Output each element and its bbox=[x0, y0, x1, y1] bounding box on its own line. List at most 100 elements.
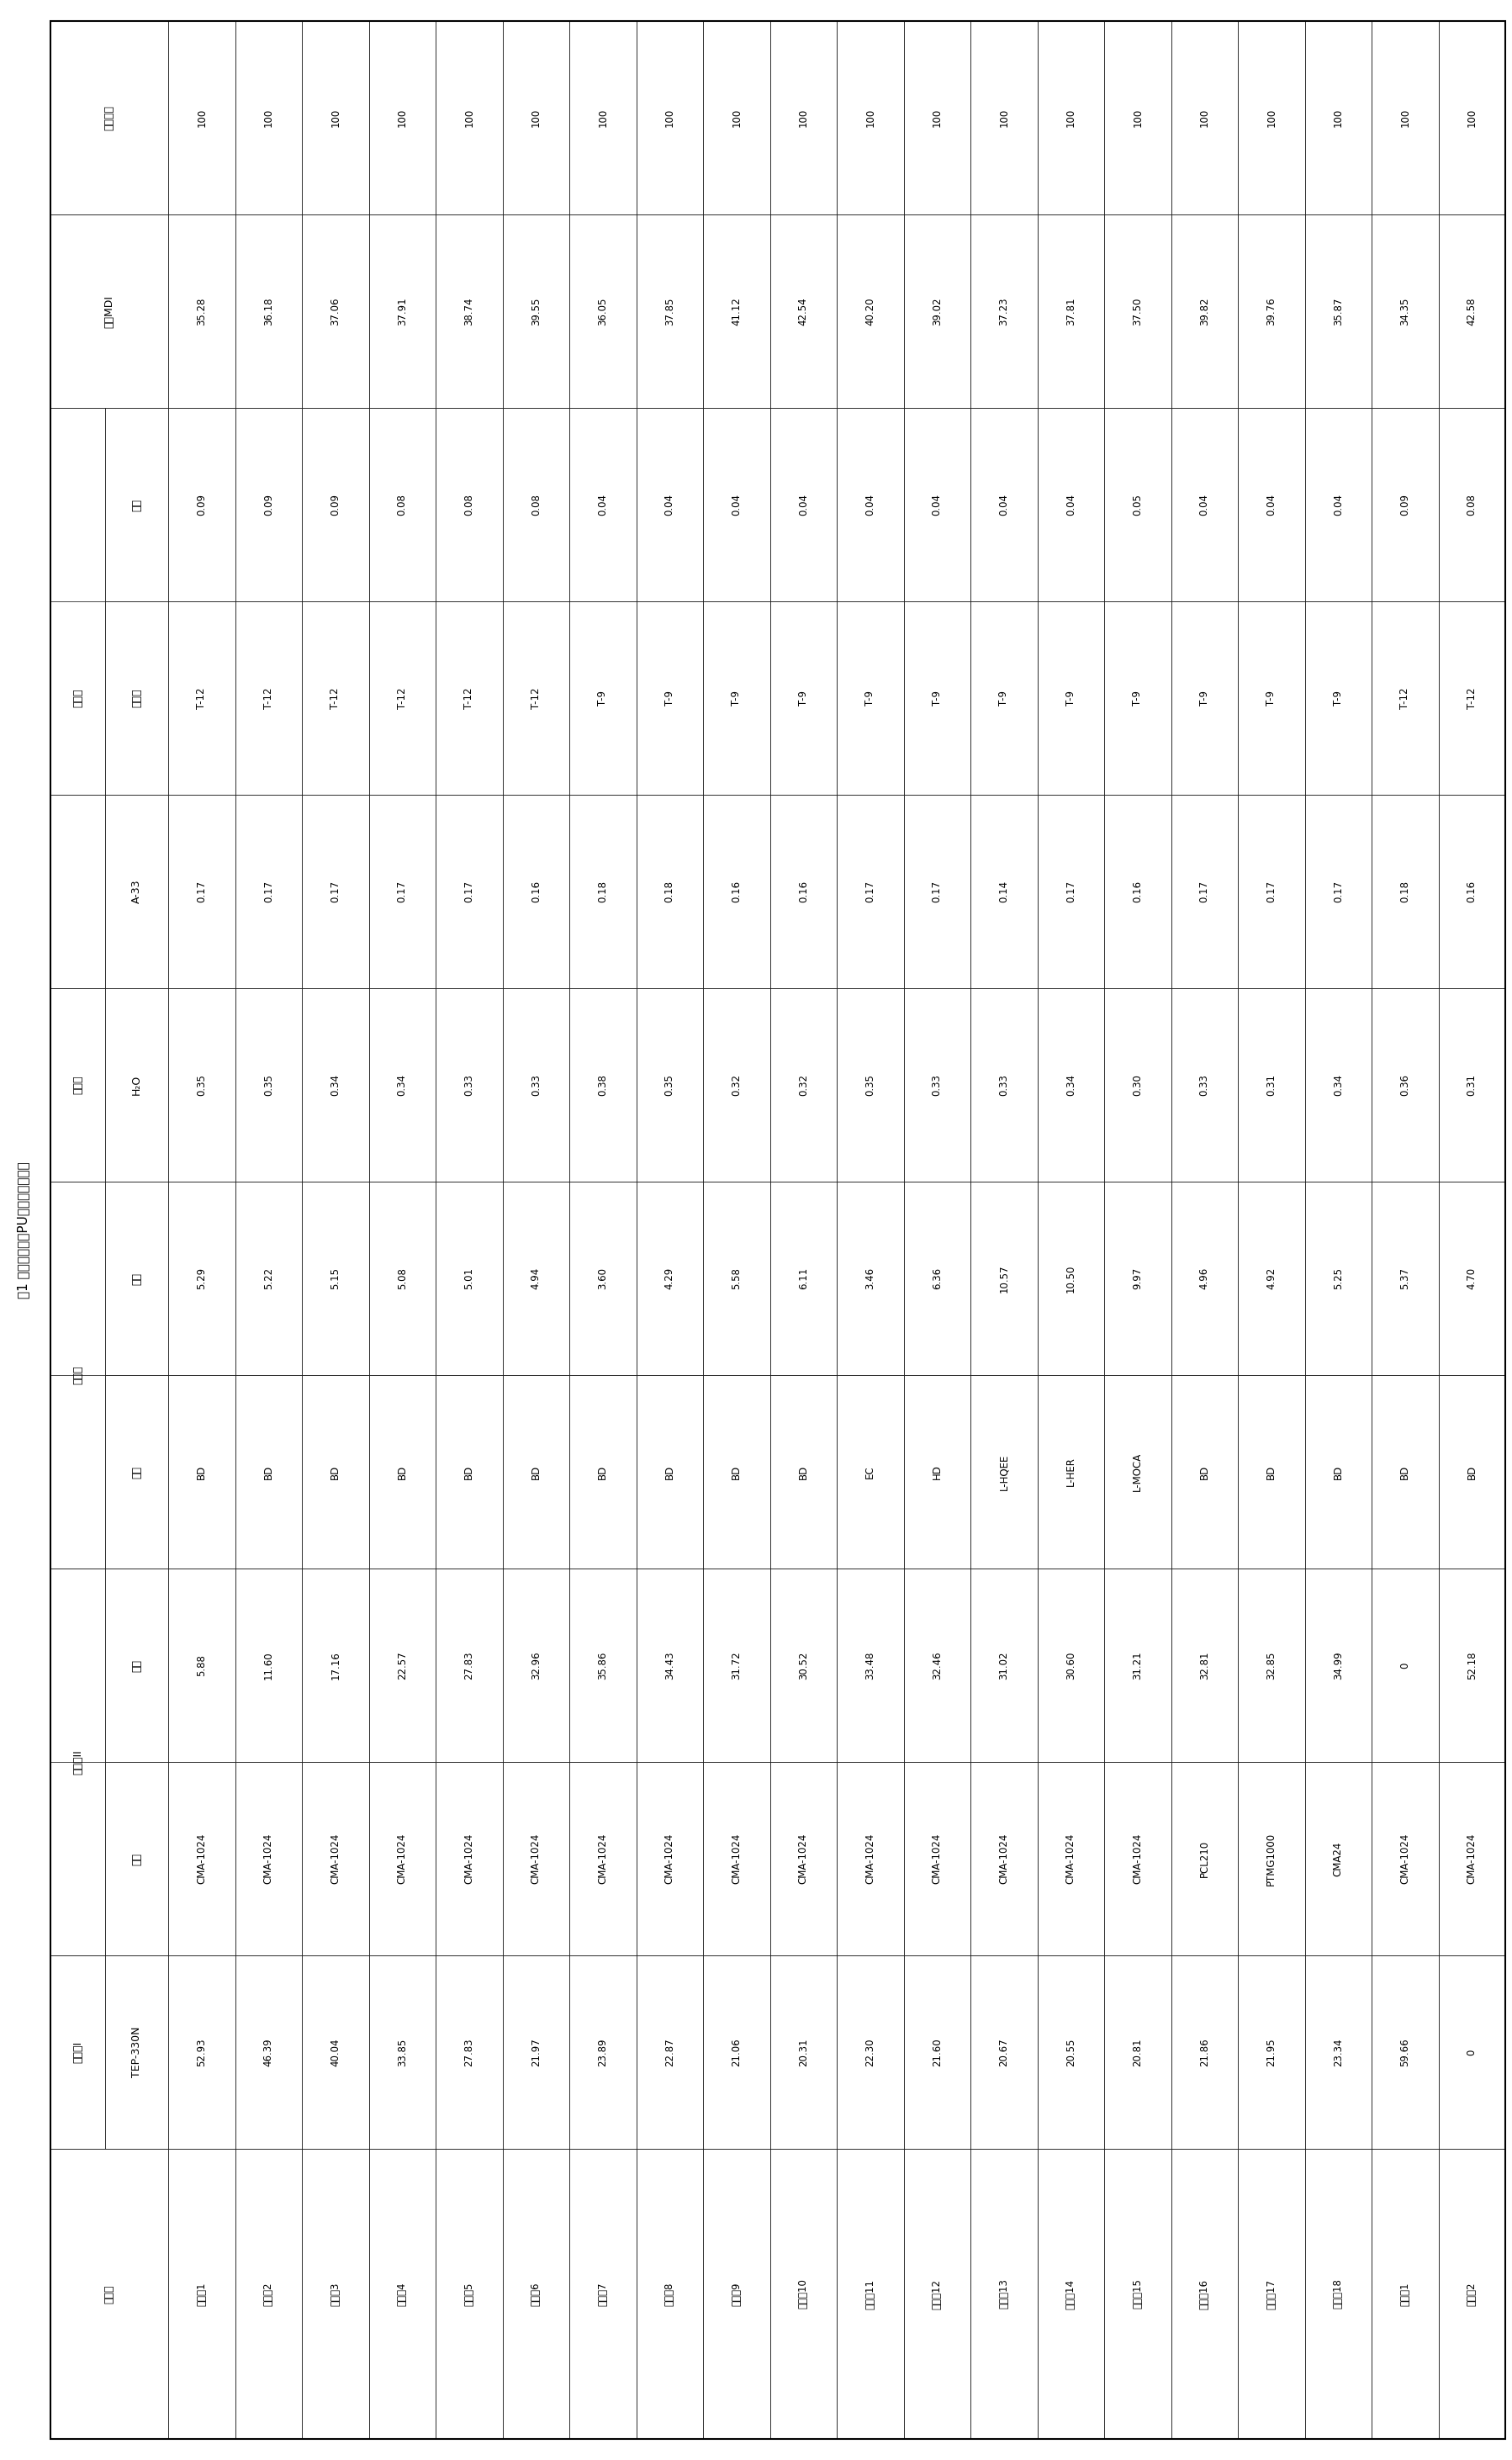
Text: 0.04: 0.04 bbox=[597, 494, 608, 517]
Text: T-9: T-9 bbox=[597, 691, 608, 706]
Bar bbox=[302, 1956, 369, 2150]
Bar bbox=[50, 1181, 106, 1569]
Text: 100: 100 bbox=[1332, 108, 1344, 128]
Text: 实施例13: 实施例13 bbox=[998, 2278, 1010, 2310]
Bar bbox=[1170, 1375, 1238, 1569]
Bar bbox=[570, 795, 637, 989]
Text: 实施例: 实施例 bbox=[104, 2285, 115, 2303]
Bar bbox=[369, 1569, 435, 1761]
Bar bbox=[1170, 22, 1238, 214]
Bar bbox=[703, 22, 770, 214]
Text: 0.16: 0.16 bbox=[1467, 881, 1477, 903]
Text: L-HER: L-HER bbox=[1066, 1456, 1077, 1486]
Bar bbox=[1170, 2150, 1238, 2438]
Text: CMA-1024: CMA-1024 bbox=[1066, 1833, 1077, 1884]
Text: A-33: A-33 bbox=[132, 881, 142, 903]
Bar bbox=[50, 989, 106, 1181]
Text: 39.76: 39.76 bbox=[1266, 298, 1276, 325]
Bar bbox=[770, 1956, 836, 2150]
Bar bbox=[836, 1181, 904, 1375]
Bar bbox=[1104, 1761, 1170, 1956]
Text: 0.09: 0.09 bbox=[197, 494, 207, 517]
Bar bbox=[302, 1569, 369, 1761]
Text: 实施例6: 实施例6 bbox=[531, 2283, 541, 2305]
Bar bbox=[1438, 1956, 1506, 2150]
Bar bbox=[703, 408, 770, 600]
Bar bbox=[1371, 1375, 1438, 1569]
Text: 4.92: 4.92 bbox=[1266, 1267, 1276, 1289]
Text: H₂O: H₂O bbox=[132, 1075, 142, 1095]
Bar bbox=[1104, 214, 1170, 408]
Text: 实施例10: 实施例10 bbox=[798, 2278, 809, 2310]
Text: 0.33: 0.33 bbox=[931, 1075, 942, 1095]
Text: 实施例5: 实施例5 bbox=[464, 2283, 475, 2305]
Text: 17.16: 17.16 bbox=[330, 1651, 340, 1680]
Text: 0.31: 0.31 bbox=[1467, 1075, 1477, 1095]
Bar bbox=[502, 1181, 570, 1375]
Text: 100: 100 bbox=[931, 108, 942, 128]
Text: 多元醇II: 多元醇II bbox=[73, 1749, 83, 1774]
Bar bbox=[369, 1181, 435, 1375]
Text: 46.39: 46.39 bbox=[263, 2037, 274, 2066]
Text: 37.85: 37.85 bbox=[664, 298, 674, 325]
Bar bbox=[435, 22, 502, 214]
Bar bbox=[1170, 214, 1238, 408]
Text: 0.33: 0.33 bbox=[464, 1075, 475, 1095]
Bar bbox=[168, 1181, 234, 1375]
Bar bbox=[770, 600, 836, 795]
Bar bbox=[836, 408, 904, 600]
Bar bbox=[502, 1375, 570, 1569]
Bar bbox=[971, 22, 1037, 214]
Text: 9.97: 9.97 bbox=[1132, 1267, 1143, 1289]
Text: 35.87: 35.87 bbox=[1332, 298, 1344, 325]
Bar bbox=[234, 22, 302, 214]
Text: T-9: T-9 bbox=[931, 691, 942, 706]
Text: 配方总量: 配方总量 bbox=[104, 106, 115, 130]
Bar bbox=[703, 1761, 770, 1956]
Bar bbox=[168, 1375, 234, 1569]
Text: 0.17: 0.17 bbox=[396, 881, 408, 903]
Bar bbox=[904, 2150, 971, 2438]
Text: 11.60: 11.60 bbox=[263, 1651, 274, 1680]
Bar bbox=[1170, 408, 1238, 600]
Bar bbox=[836, 1956, 904, 2150]
Bar bbox=[1305, 1956, 1371, 2150]
Bar bbox=[836, 1375, 904, 1569]
Bar bbox=[234, 214, 302, 408]
Bar bbox=[1104, 1375, 1170, 1569]
Text: BD: BD bbox=[396, 1464, 408, 1478]
Bar bbox=[50, 795, 106, 989]
Bar bbox=[1371, 600, 1438, 795]
Text: 22.57: 22.57 bbox=[396, 1651, 408, 1680]
Bar bbox=[836, 1761, 904, 1956]
Bar bbox=[1438, 22, 1506, 214]
Text: T-9: T-9 bbox=[1132, 691, 1143, 706]
Text: T-9: T-9 bbox=[1266, 691, 1276, 706]
Bar bbox=[1104, 2150, 1170, 2438]
Bar bbox=[1305, 1569, 1371, 1761]
Text: 21.60: 21.60 bbox=[931, 2037, 942, 2066]
Text: CMA-1024: CMA-1024 bbox=[330, 1833, 340, 1884]
Text: 100: 100 bbox=[1467, 108, 1477, 128]
Bar bbox=[904, 1375, 971, 1569]
Text: 32.81: 32.81 bbox=[1199, 1651, 1210, 1680]
Text: 0.09: 0.09 bbox=[330, 494, 340, 517]
Bar bbox=[234, 1569, 302, 1761]
Text: T-12: T-12 bbox=[197, 686, 207, 708]
Text: 实施例1: 实施例1 bbox=[197, 2283, 207, 2305]
Bar bbox=[435, 1956, 502, 2150]
Bar bbox=[570, 2150, 637, 2438]
Bar bbox=[1305, 600, 1371, 795]
Bar bbox=[302, 1181, 369, 1375]
Bar bbox=[1170, 1956, 1238, 2150]
Text: 100: 100 bbox=[396, 108, 408, 128]
Bar bbox=[1238, 1956, 1305, 2150]
Text: 0.04: 0.04 bbox=[1266, 494, 1276, 517]
Text: 32.46: 32.46 bbox=[931, 1651, 942, 1680]
Bar bbox=[637, 1569, 703, 1761]
Bar bbox=[106, 408, 168, 600]
Text: 实施例4: 实施例4 bbox=[396, 2283, 408, 2305]
Text: 多元醇I: 多元醇I bbox=[73, 2042, 83, 2064]
Bar bbox=[703, 989, 770, 1181]
Bar bbox=[234, 1375, 302, 1569]
